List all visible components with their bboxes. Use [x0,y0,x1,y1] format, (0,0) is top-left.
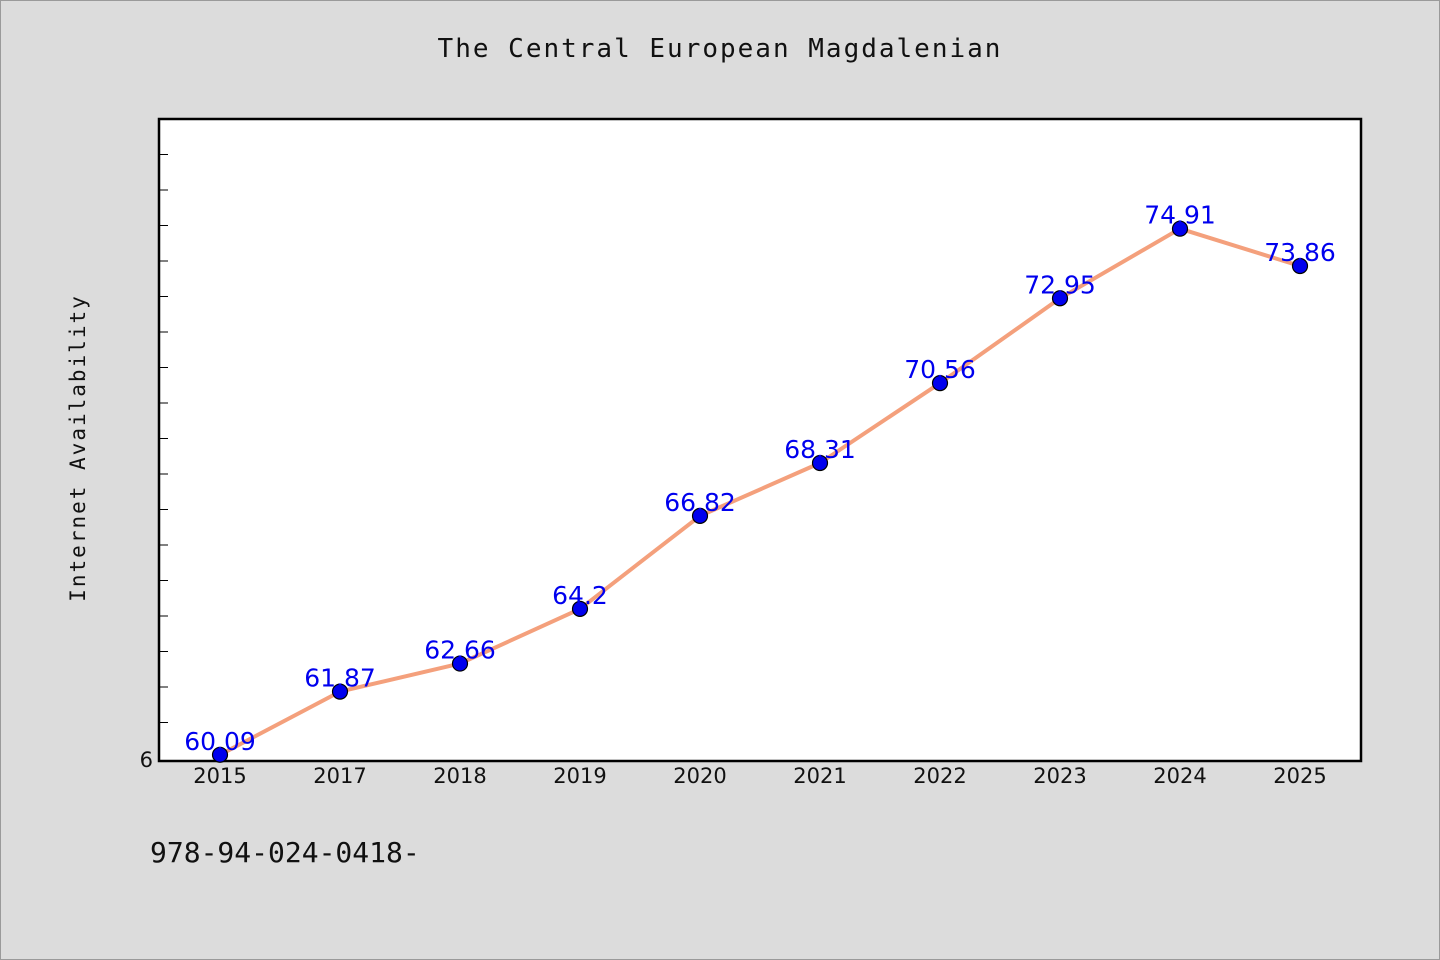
data-label: 70.56 [904,355,976,384]
x-tick-label: 2019 [553,764,606,788]
data-label: 64.2 [552,581,608,610]
data-label: 73.86 [1264,238,1336,267]
data-labels: 60.09 61.87 62.66 64.2 66.82 68.31 70.56 72.95 7… [184,201,1336,756]
data-label: 72.95 [1024,270,1096,299]
data-label: 62.66 [424,636,496,665]
data-point [451,655,469,672]
data-label: 60.09 [184,727,256,756]
data-point [571,600,589,618]
x-tick-label: 2021 [793,764,846,788]
x-tick-label: 2023 [1033,764,1086,788]
y-axis-ticks: 6 [140,154,168,772]
data-point [1171,220,1189,237]
x-tick-label: 2022 [913,764,966,788]
data-point [691,507,709,524]
series-line [219,226,1301,757]
data-label: 74.91 [1144,201,1216,230]
data-label: 61.87 [304,664,376,693]
y-tick-label: 6 [140,748,153,772]
data-point [211,746,229,763]
x-tick-label: 2020 [673,764,726,788]
x-tick-label: 2017 [313,764,366,788]
data-point [1291,257,1309,275]
x-axis-ticks: 2015 2017 2018 2019 2020 2021 2022 2023 2024 2025 [193,764,1326,788]
data-label: 68.31 [784,435,856,464]
data-point [931,375,949,392]
chart-title: The Central European Magdalenian [437,34,1003,64]
x-tick-label: 2024 [1153,764,1206,788]
data-point [1051,290,1069,307]
data-point [331,683,349,700]
data-point [811,454,829,472]
series-markers [211,220,1309,763]
x-tick-label: 2018 [433,764,486,788]
x-tick-label: 2025 [1273,764,1326,788]
data-label: 66.82 [664,488,736,517]
footer-code: 978-94-024-0418- [150,836,420,869]
x-tick-label: 2015 [193,764,246,788]
plot-area [157,117,1363,763]
